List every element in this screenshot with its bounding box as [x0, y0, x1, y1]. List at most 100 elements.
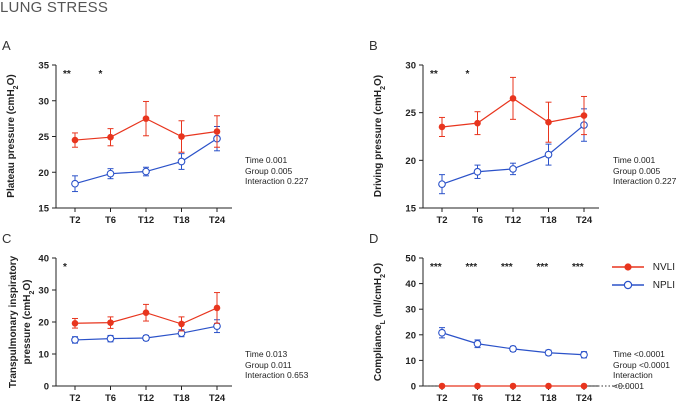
x-tick-label: T6: [105, 215, 116, 226]
data-point-npli: [71, 336, 79, 344]
data-point-nvli: [509, 95, 517, 102]
x-tick-label: T2: [436, 215, 447, 226]
data-point-nvli: [142, 115, 150, 122]
significance-marker: ***: [537, 262, 549, 273]
y-axis-label: ComplianceL (ml/cmH2O): [373, 263, 387, 381]
x-tick-label: T18: [173, 215, 189, 226]
data-point-nvli: [545, 382, 552, 390]
y-tick-label: 25: [38, 132, 49, 143]
stats-d: Time <0.0001 Group <0.0001 Interaction <…: [613, 349, 685, 391]
data-point-nvli: [438, 382, 446, 390]
x-tick-label: T12: [138, 215, 154, 226]
data-point-nvli: [438, 123, 446, 131]
data-point-nvli: [474, 382, 481, 390]
data-point-npli: [544, 348, 553, 357]
significance-marker: ***: [572, 262, 584, 273]
panel-label-a: A: [2, 38, 11, 53]
data-point-npli: [106, 169, 115, 178]
x-tick-label: T24: [576, 393, 593, 403]
y-tick-label: 40: [38, 254, 49, 265]
panel-a: 15 20 25 30 35 T2 T6 T12 T18 T24 Plateau pressure …: [6, 61, 232, 226]
y-tick-label: 30: [38, 286, 49, 297]
data-point-nvli: [580, 382, 588, 390]
stats-c: Time 0.013 Group 0.011 Interaction 0.653: [245, 349, 308, 381]
significance-marker: ***: [430, 262, 442, 273]
data-point-npli: [438, 328, 446, 337]
figure-title: LUNG STRESS: [0, 0, 109, 16]
y-axis-label-part: Driving pressure (cmH: [373, 90, 384, 197]
x-tick-label: T2: [69, 215, 80, 226]
y-tick-label: 20: [38, 168, 49, 179]
data-point-npli: [438, 180, 446, 189]
stats-b: Time 0.001 Group 0.005 Interaction 0.227: [613, 155, 676, 187]
data-point-nvli: [71, 136, 79, 144]
y-tick-label: 0: [411, 382, 416, 393]
stats-a-group: Group 0.005: [245, 165, 293, 176]
x-tick-label: T18: [540, 393, 556, 403]
data-point-npli: [509, 165, 517, 173]
y-axis-label-part: Plateau pressure (cmH: [6, 89, 17, 197]
y-axis-label-subscript: 2: [29, 290, 36, 294]
data-point-npli: [473, 167, 482, 176]
y-axis-label-subscript: 2: [380, 86, 387, 90]
y-axis-label-subscript: L: [380, 319, 387, 324]
y-axis-label: pressure (cmH2O): [22, 279, 36, 364]
significance-marker: *: [466, 69, 470, 80]
y-tick-label: 40: [405, 279, 416, 290]
legend-label-npli: NPLI: [652, 280, 676, 291]
y-axis-label-part: O): [22, 279, 33, 290]
data-point-npli: [142, 167, 150, 176]
significance-marker: ***: [501, 262, 513, 273]
significance-marker: *: [63, 262, 67, 273]
x-tick-label: T18: [173, 393, 189, 403]
stats-d-group: Group <0.0001: [613, 359, 670, 370]
data-point-npli: [177, 157, 186, 166]
data-point-nvli: [107, 319, 114, 326]
data-point-nvli: [178, 320, 185, 328]
stats-b-group: Group 0.005: [613, 165, 661, 176]
stats-b-interaction: Interaction 0.227: [613, 176, 677, 186]
significance-marker: **: [430, 69, 438, 80]
data-point-nvli: [474, 119, 481, 127]
data-point-nvli: [213, 304, 221, 312]
y-axis-label: Plateau pressure (cmH2O): [6, 74, 20, 197]
y-axis-label-line: Transpulmonary inspiratory: [8, 255, 19, 388]
y-axis-label-subscript: 2: [13, 85, 20, 89]
y-tick-label: 30: [405, 61, 416, 72]
stats-d-time: Time <0.0001: [613, 349, 665, 359]
series-line-npli: [441, 124, 585, 185]
panel-label-b: B: [369, 38, 378, 53]
legend-item-npli: NPLI: [611, 280, 675, 291]
data-point-npli: [509, 345, 517, 353]
y-tick-label: 20: [405, 330, 416, 341]
y-tick-label: 0: [44, 382, 49, 393]
data-point-nvli: [580, 112, 588, 119]
y-axis-label-part: O): [6, 74, 17, 85]
y-axis-label-part: O): [373, 75, 384, 86]
data-point-nvli: [213, 128, 221, 135]
x-tick-label: T18: [540, 215, 556, 226]
y-tick-label: 35: [38, 61, 49, 72]
stats-d-interaction: Interaction <0.0001: [613, 370, 653, 391]
data-point-npli: [213, 322, 221, 331]
significance-marker: ***: [466, 262, 478, 273]
x-tick-label: T6: [472, 215, 483, 226]
legend: NVLI NPLI: [611, 262, 683, 302]
y-axis-label-part: Compliance: [373, 324, 384, 381]
data-point-nvli: [545, 118, 552, 126]
x-tick-label: T12: [505, 215, 521, 226]
data-point-npli: [142, 334, 150, 342]
data-point-nvli: [107, 133, 114, 141]
x-tick-label: T24: [576, 215, 593, 226]
panel-label-d: D: [369, 231, 379, 246]
y-tick-label: 30: [405, 305, 416, 316]
stats-c-group: Group 0.011: [245, 359, 292, 370]
y-tick-label: 15: [38, 204, 49, 215]
y-axis-label-part: (ml/cmH: [373, 278, 384, 320]
y-axis-label-part: O): [373, 263, 384, 274]
y-axis-label: Driving pressure (cmH2O): [373, 75, 387, 197]
data-point-nvli: [142, 309, 150, 317]
y-tick-label: 25: [405, 108, 416, 119]
data-point-npli: [473, 339, 482, 348]
